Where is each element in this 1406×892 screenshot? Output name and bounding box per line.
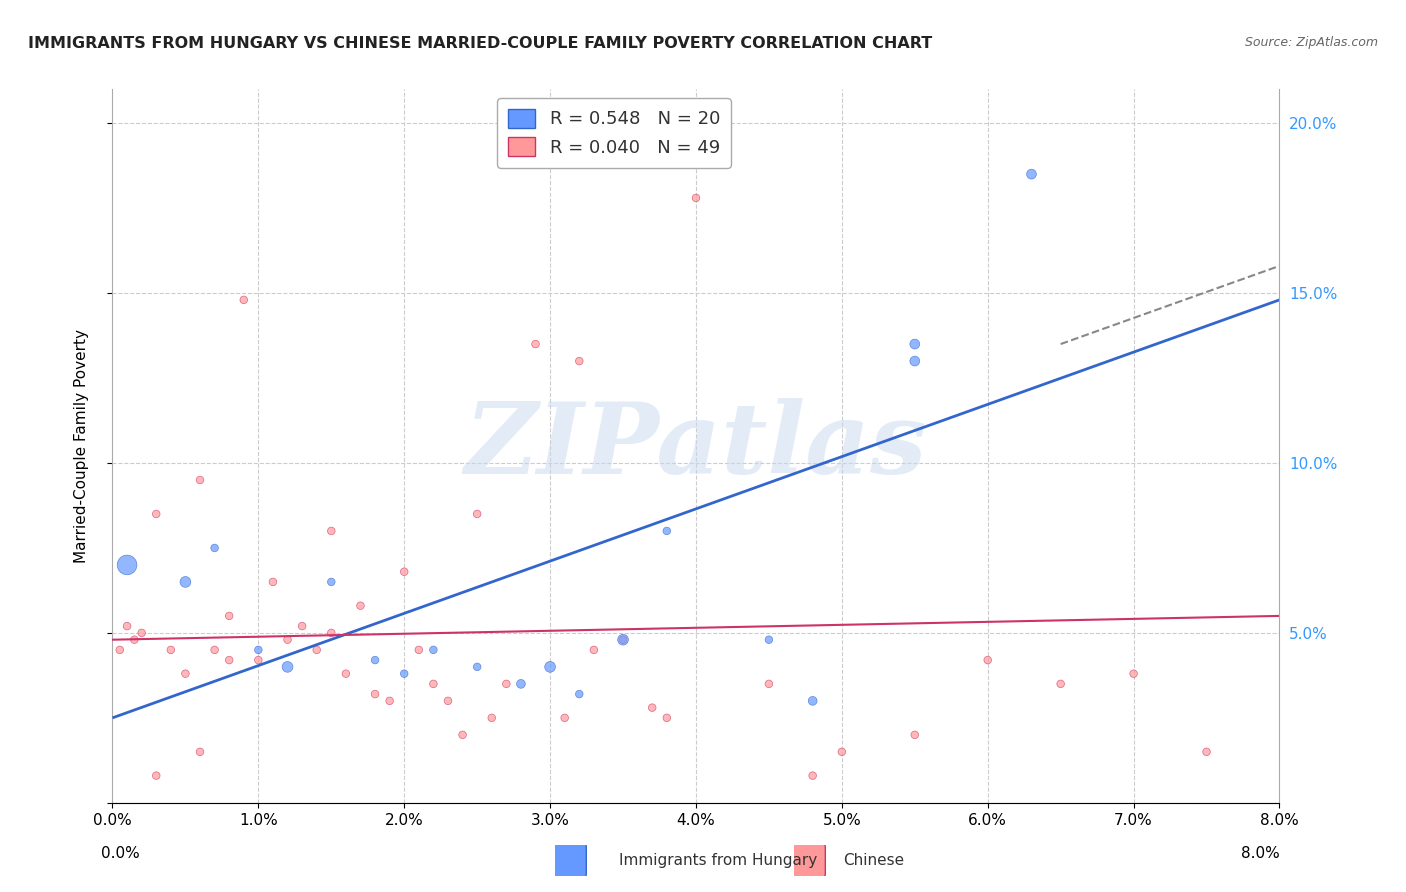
Point [801,769,824,783]
Point [904,337,927,351]
Point [655,711,678,725]
Text: Chinese: Chinese [844,854,904,868]
Point [131,626,153,640]
Point [1195,745,1218,759]
FancyBboxPatch shape [547,838,586,882]
Point [1049,677,1071,691]
Point [554,711,576,725]
Point [276,632,298,647]
Point [108,643,131,657]
Point [145,769,167,783]
Text: Source: ZipAtlas.com: Source: ZipAtlas.com [1244,36,1378,49]
Point [641,700,664,714]
Point [204,643,226,657]
Point [481,711,503,725]
Point [904,354,927,368]
Text: ZIPatlas: ZIPatlas [465,398,927,494]
Point [685,191,707,205]
Point [262,574,284,589]
Point [422,643,444,657]
Point [305,643,328,657]
Point [349,599,371,613]
Point [568,687,591,701]
Point [145,507,167,521]
Point [174,574,197,589]
Point [124,632,146,647]
Point [115,619,138,633]
Point [174,666,197,681]
Point [451,728,474,742]
Point [1122,666,1144,681]
Point [321,524,343,538]
Point [801,694,824,708]
Point [568,354,591,368]
Point [321,626,343,640]
Point [465,507,488,521]
Text: 8.0%: 8.0% [1240,846,1279,861]
Point [1021,167,1043,181]
Point [758,677,780,691]
Point [160,643,183,657]
Point [655,524,678,538]
Text: Immigrants from Hungary: Immigrants from Hungary [619,854,817,868]
Point [364,687,387,701]
Point [976,653,998,667]
Point [509,677,531,691]
Point [495,677,517,691]
Point [612,632,634,647]
Point [188,745,211,759]
Point [378,694,401,708]
Point [218,608,240,623]
Point [392,565,416,579]
Point [291,619,314,633]
Point [465,660,488,674]
Text: 0.0%: 0.0% [101,846,139,861]
Point [422,677,444,691]
Point [247,643,270,657]
Point [218,653,240,667]
Point [524,337,547,351]
Point [408,643,430,657]
Point [831,745,853,759]
Point [321,574,343,589]
Point [538,660,561,674]
Point [392,666,416,681]
Point [364,653,387,667]
Point [204,541,226,555]
Point [437,694,460,708]
Point [232,293,254,307]
Point [335,666,357,681]
Point [612,632,634,647]
Text: IMMIGRANTS FROM HUNGARY VS CHINESE MARRIED-COUPLE FAMILY POVERTY CORRELATION CHA: IMMIGRANTS FROM HUNGARY VS CHINESE MARRI… [28,36,932,51]
Point [582,643,605,657]
Legend: R = 0.548   N = 20, R = 0.040   N = 49: R = 0.548 N = 20, R = 0.040 N = 49 [498,98,731,168]
Point [276,660,298,674]
FancyBboxPatch shape [786,838,825,882]
Point [758,632,780,647]
Point [188,473,211,487]
Y-axis label: Married-Couple Family Poverty: Married-Couple Family Poverty [75,329,89,563]
Point [904,728,927,742]
Point [247,653,270,667]
Point [115,558,138,572]
